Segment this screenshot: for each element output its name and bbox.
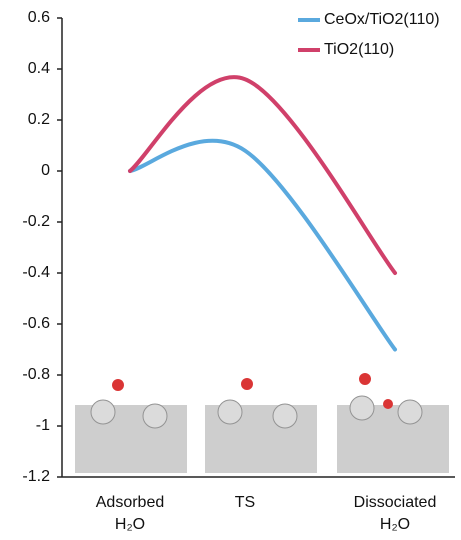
atom [91,400,115,424]
y-tick-label: 0 [41,162,50,179]
x-tick-label: Adsorbed H₂O [80,492,180,536]
y-tick-label: -0.4 [22,264,50,281]
line [130,141,395,350]
y-tick-label: -0.6 [22,315,50,332]
atom [143,404,167,428]
atom [218,400,242,424]
atom [350,396,374,420]
atom [273,404,297,428]
atom [241,378,253,390]
y-tick-label: 0.4 [28,60,50,77]
legend-label: TiO2(110) [324,41,394,58]
x-tick-label: Dissociated H₂O [345,492,445,536]
atom [383,399,393,409]
y-tick-label: -0.2 [22,213,50,230]
x-tick-label: TS [195,492,295,514]
y-tick-label: 0.6 [28,9,50,26]
legend-label: CeOx/TiO2(110) [324,11,440,28]
atom [112,379,124,391]
y-tick-label: -0.8 [22,366,50,383]
atom [359,373,371,385]
line [130,77,395,273]
plot: -1.2 -1 -0.8 -0.6 -0.4 -0.2 0 0.2 0.4 0.6 CeOx/TiO… [0,0,461,540]
y-tick-label: 0.2 [28,111,50,128]
y-tick-label: -1.2 [22,468,50,485]
structure-illustrations [75,373,449,473]
atom [398,400,422,424]
y-tick-label: -1 [36,417,50,434]
chart: -1.2 -1 -0.8 -0.6 -0.4 -0.2 0 0.2 0.4 0.6 CeOx/TiO… [0,0,461,540]
